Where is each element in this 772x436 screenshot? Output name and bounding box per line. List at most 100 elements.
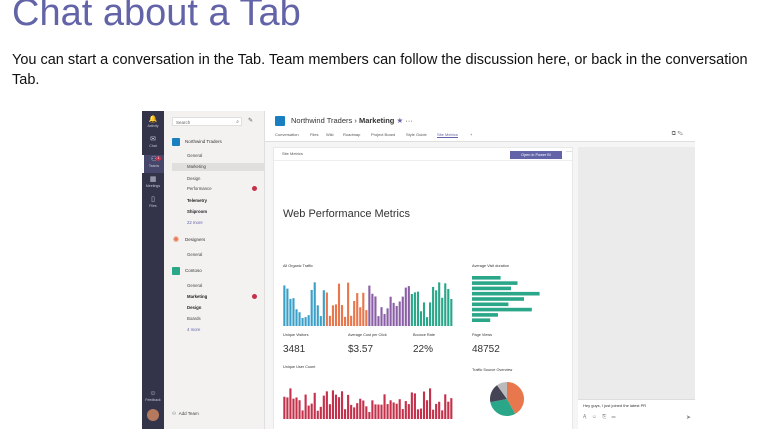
channel-marketing[interactable]: Marketing <box>172 163 264 171</box>
user-bar <box>377 404 380 419</box>
tab-roadmap[interactable]: Roadmap <box>343 132 361 137</box>
user-bar <box>340 391 344 419</box>
traffic-bar <box>392 302 395 326</box>
user-bar <box>283 396 286 419</box>
channel-general[interactable]: General <box>187 153 203 158</box>
duration-bar <box>472 286 511 291</box>
pie-slice <box>490 385 507 403</box>
channel-more[interactable]: 4 more <box>187 327 201 332</box>
user-bar <box>386 404 389 419</box>
channel-design[interactable]: Design <box>187 305 202 310</box>
app-rail: 🔔 Activity ✉ Chat ⚇ Teams 1 ▦ Meetings ▯… <box>142 111 164 429</box>
traffic-bar <box>450 298 453 326</box>
rail-teams[interactable]: ⚇ Teams 1 <box>142 155 164 173</box>
channel-general[interactable]: General <box>187 252 203 257</box>
compose-box[interactable]: Hey guys, I just joined the latest PR Ą … <box>578 399 695 429</box>
breadcrumb-separator: › <box>354 116 357 125</box>
report-name: Site Metrics <box>282 151 303 156</box>
channel-general[interactable]: General <box>187 283 203 288</box>
rail-label: Feedback <box>145 398 161 402</box>
user-bar <box>365 406 368 419</box>
team-name: Designers <box>185 237 206 242</box>
channel-design[interactable]: Design <box>187 176 201 181</box>
channel-more[interactable]: 22 more <box>187 220 203 225</box>
channel-marketing[interactable]: Marketing <box>187 294 208 299</box>
teams-icon: ⚇ <box>150 156 158 163</box>
report-toolbar: Site Metrics Open in Power BI ··· <box>274 148 572 161</box>
tab-style-guide[interactable]: Style Guide <box>406 132 427 137</box>
user-bar <box>410 392 413 419</box>
channel-performance[interactable]: Performance <box>187 186 212 191</box>
user-bar <box>392 402 395 419</box>
tab-add[interactable]: + <box>470 132 473 137</box>
user-bar <box>416 409 419 419</box>
rail-chat[interactable]: ✉ Chat <box>142 135 164 153</box>
channel-telemetry[interactable]: Telemetry <box>187 198 207 203</box>
organic-traffic-chart <box>283 282 453 326</box>
compose-icon[interactable]: ✎ <box>248 118 254 124</box>
user-bar <box>404 401 407 419</box>
team-northwind[interactable]: Northwind Traders <box>172 137 222 147</box>
rail-feedback[interactable]: ☺ Feedback <box>142 389 164 407</box>
tab-conversation[interactable]: Conversation <box>275 132 299 137</box>
user-bar <box>292 398 295 419</box>
rail-meetings[interactable]: ▦ Meetings <box>142 175 164 193</box>
tab-site-metrics[interactable]: Site Metrics <box>437 132 458 138</box>
more-icon[interactable]: ··· <box>566 149 572 155</box>
traffic-bar <box>304 317 307 326</box>
channel-shiproom[interactable]: Shiproom <box>187 209 208 214</box>
kpi-value: 3481 <box>283 344 306 355</box>
user-bar <box>441 410 444 419</box>
traffic-bar <box>292 298 295 326</box>
star-icon[interactable]: ★ <box>396 116 404 125</box>
avatar[interactable] <box>147 409 159 421</box>
traffic-bar <box>350 315 353 326</box>
tab-project-board[interactable]: Project Board <box>371 132 396 137</box>
chat-side-panel: Hey guys, I just joined the latest PR Ą … <box>578 147 695 429</box>
user-bar <box>331 390 334 419</box>
user-bar <box>447 401 450 419</box>
traffic-bar <box>438 282 441 326</box>
send-icon[interactable]: ➤ <box>685 415 691 421</box>
user-bar <box>350 404 353 419</box>
kpi-value: 48752 <box>472 344 500 355</box>
pie-slice <box>507 382 524 414</box>
traffic-bar <box>319 316 322 326</box>
tab-files[interactable]: Files <box>310 132 319 137</box>
traffic-bar <box>368 285 371 326</box>
team-designers[interactable]: ✺ Designers <box>172 235 206 245</box>
channel-boards[interactable]: Boards <box>187 316 201 321</box>
more-icon[interactable]: ··· <box>405 116 413 125</box>
user-bar <box>429 388 432 419</box>
user-bar <box>432 409 435 419</box>
traffic-bar <box>344 316 347 326</box>
search-input[interactable]: Search ⌕ <box>172 117 242 126</box>
open-in-powerbi-button[interactable]: Open in Power BI <box>510 151 562 159</box>
format-icons[interactable]: Ą ☺ ⎘ ▭ <box>583 414 618 420</box>
message-input[interactable]: Hey guys, I just joined the latest PR <box>583 403 647 408</box>
rail-activity[interactable]: 🔔 Activity <box>142 115 164 133</box>
mention-badge <box>252 186 257 191</box>
team-logo <box>275 116 285 126</box>
user-bar <box>371 400 374 419</box>
tab-wiki[interactable]: Wiki <box>326 132 334 137</box>
rail-label: Teams <box>148 164 160 168</box>
user-bar <box>289 388 292 419</box>
user-bar <box>301 410 304 419</box>
duration-bar <box>472 297 524 301</box>
user-bar <box>419 408 423 419</box>
user-bar <box>359 398 362 419</box>
team-logo <box>172 137 180 146</box>
traffic-bar <box>356 293 359 326</box>
traffic-bar <box>334 304 338 326</box>
slide-title: Chat about a Tab <box>12 0 301 34</box>
rail-label: Files <box>149 204 157 208</box>
search-icon: ⌕ <box>236 119 239 125</box>
expand-icon[interactable]: ⧉ ✎ <box>671 131 683 137</box>
team-contoso[interactable]: Contoso <box>172 266 202 276</box>
user-bar <box>307 405 310 419</box>
duration-bar <box>472 307 532 312</box>
add-team-button[interactable]: ⚇ Add Team <box>172 411 199 417</box>
user-bar <box>413 393 416 419</box>
rail-files[interactable]: ▯ Files <box>142 195 164 213</box>
